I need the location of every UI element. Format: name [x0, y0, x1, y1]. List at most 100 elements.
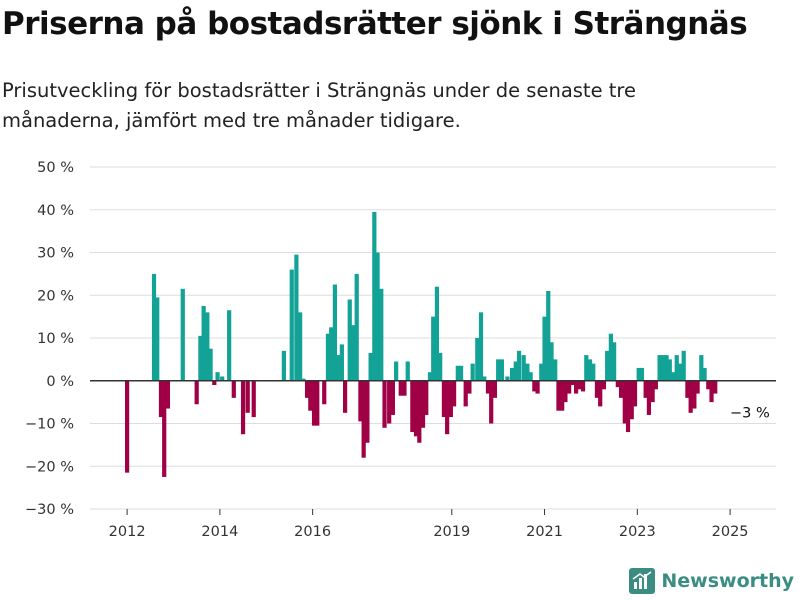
- bar: [332, 284, 337, 381]
- bar: [539, 363, 544, 381]
- bar: [528, 372, 533, 381]
- bar: [165, 380, 171, 409]
- bars: [125, 211, 718, 477]
- bar: [155, 297, 160, 381]
- bar: [198, 335, 203, 381]
- bar: [664, 355, 669, 381]
- bar: [410, 380, 415, 433]
- bar: [329, 327, 334, 381]
- bar: [387, 380, 392, 424]
- bar: [322, 380, 327, 405]
- bar: [570, 380, 575, 386]
- bar: [532, 380, 537, 392]
- bar: [584, 355, 589, 381]
- bar: [308, 380, 313, 411]
- bar: [452, 380, 457, 407]
- bar: [636, 367, 641, 381]
- y-tick-label: 20 %: [37, 288, 74, 304]
- bar: [294, 254, 299, 381]
- bar: [709, 380, 714, 403]
- price-change-bar-chart: 50 % 40 % 30 % 20 % 10 % 0 % −10 % −20 % −30 % 2…: [25, 160, 776, 540]
- bar: [692, 380, 697, 409]
- bar: [546, 290, 551, 381]
- bar: [251, 380, 256, 418]
- bar: [591, 363, 596, 381]
- y-tick-label: 30 %: [37, 246, 74, 262]
- bar: [646, 380, 652, 415]
- bar: [643, 380, 648, 398]
- bar: [375, 252, 380, 381]
- bar: [509, 367, 515, 381]
- x-tick-label: 2012: [109, 524, 146, 540]
- bar: [667, 359, 672, 381]
- bar: [467, 380, 472, 394]
- bar: [618, 380, 624, 398]
- bar: [615, 380, 620, 388]
- bar: [535, 380, 540, 394]
- bar: [158, 380, 164, 418]
- bar: [549, 342, 554, 381]
- bar: [347, 299, 352, 381]
- bar: [413, 380, 419, 437]
- bar: [699, 355, 704, 381]
- x-tick-label: 2023: [619, 524, 656, 540]
- bar: [208, 348, 213, 381]
- bar: [671, 372, 676, 381]
- bar: [521, 355, 526, 381]
- bar: [194, 380, 199, 405]
- bar: [351, 325, 356, 381]
- bar: [482, 376, 487, 381]
- x-tick-label: 2019: [433, 524, 470, 540]
- bar: [358, 380, 363, 422]
- bar: [212, 380, 217, 386]
- x-tick-label: 2016: [294, 524, 331, 540]
- bar: [448, 380, 453, 418]
- bar: [525, 363, 530, 381]
- bar: [231, 380, 236, 398]
- bar: [402, 380, 407, 396]
- bar: [151, 273, 157, 381]
- bar: [458, 365, 464, 381]
- chart-subtitle: Prisutveckling för bostadsrätter i Strän…: [2, 79, 637, 132]
- bar: [245, 380, 250, 413]
- chart-title: Priserna på bostadsrätter sjönk i Sträng…: [2, 6, 748, 42]
- bar: [445, 380, 450, 435]
- bar: [556, 380, 561, 411]
- bar: [339, 344, 344, 381]
- bar: [420, 380, 426, 428]
- brand-logo: Newsworthy: [629, 568, 794, 594]
- bar: [394, 361, 399, 381]
- x-tick-label: 2025: [712, 524, 749, 540]
- bar: [390, 380, 395, 415]
- bar: [304, 380, 310, 398]
- bar: [475, 338, 480, 381]
- bar: [492, 380, 498, 398]
- bar: [629, 380, 634, 420]
- bar: [685, 380, 690, 398]
- bar: [240, 380, 246, 435]
- y-tick-label: −30 %: [25, 502, 74, 518]
- bar: [653, 380, 658, 390]
- bar: [354, 273, 359, 381]
- bar: [301, 378, 306, 381]
- annotations: −3 %: [730, 406, 770, 422]
- bar: [315, 380, 320, 426]
- bar: [424, 380, 429, 415]
- bar: [162, 380, 167, 477]
- bar: [601, 380, 607, 390]
- bar: [678, 363, 683, 381]
- brand-name: Newsworthy: [661, 570, 794, 592]
- bar: [427, 372, 433, 381]
- y-tick-label: −20 %: [25, 459, 74, 475]
- bar: [612, 342, 617, 381]
- bar: [463, 380, 468, 407]
- bar: [622, 380, 627, 424]
- bar: [681, 350, 686, 381]
- bar: [478, 312, 484, 381]
- bar: [657, 355, 662, 381]
- bar: [580, 380, 586, 392]
- bar: [625, 380, 631, 433]
- bar: [713, 380, 718, 394]
- bar: [608, 333, 613, 381]
- bar: [505, 376, 510, 381]
